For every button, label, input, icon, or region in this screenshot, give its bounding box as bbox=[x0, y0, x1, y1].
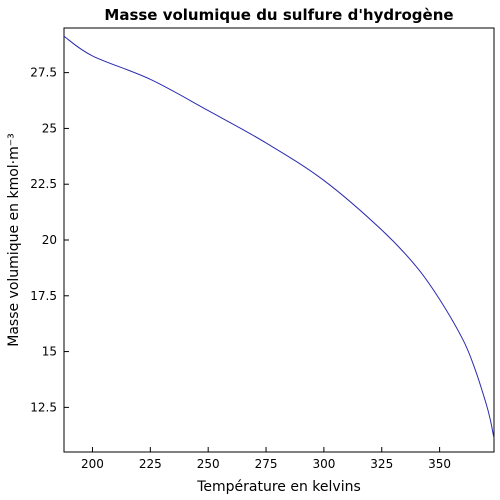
y-axis-label: Masse volumique en kmol·m⁻³ bbox=[6, 133, 22, 347]
x-axis-label: Température en kelvins bbox=[196, 479, 361, 495]
y-tick-label: 20 bbox=[42, 233, 57, 247]
y-tick-label: 12.5 bbox=[30, 400, 57, 414]
x-tick-label: 200 bbox=[81, 457, 104, 471]
y-tick-label: 27.5 bbox=[30, 66, 57, 80]
x-axis: 200 225 250 275 300 325 350 bbox=[81, 447, 451, 471]
y-tick-label: 15 bbox=[42, 345, 57, 359]
y-tick-label: 17.5 bbox=[30, 289, 57, 303]
y-tick-label: 22.5 bbox=[30, 177, 57, 191]
x-tick-label: 350 bbox=[428, 457, 451, 471]
series-layer bbox=[63, 35, 495, 439]
plot-frame bbox=[63, 27, 495, 453]
x-tick-label: 300 bbox=[312, 457, 335, 471]
y-tick-label: 25 bbox=[42, 121, 57, 135]
density-curve bbox=[63, 35, 495, 439]
x-tick-label: 275 bbox=[255, 457, 278, 471]
x-tick-label: 250 bbox=[197, 457, 220, 471]
x-tick-label: 325 bbox=[370, 457, 393, 471]
y-axis: 12.5 15 17.5 20 22.5 25 27.5 bbox=[30, 66, 69, 414]
chart-title: Masse volumique du sulfure d'hydrogène bbox=[104, 6, 453, 24]
x-tick-label: 225 bbox=[139, 457, 162, 471]
